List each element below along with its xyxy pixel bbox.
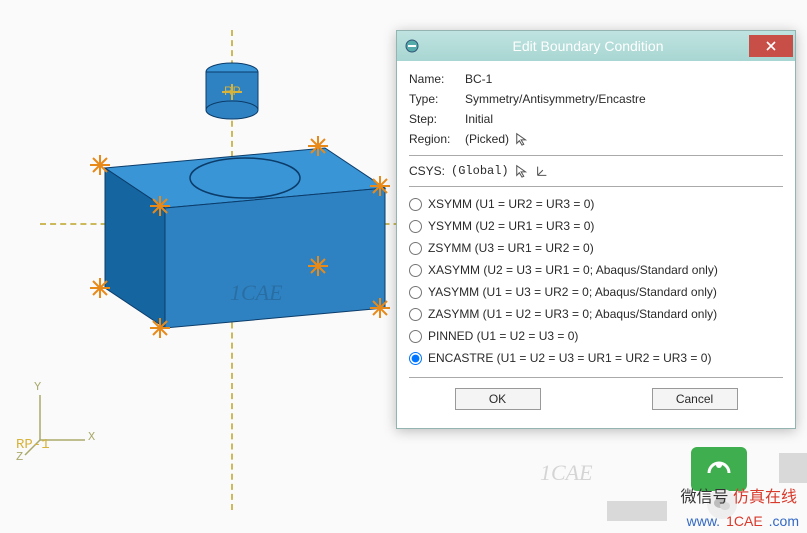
bc-option-radio[interactable]: [409, 242, 422, 255]
dialog-titlebar[interactable]: Edit Boundary Condition: [397, 31, 795, 61]
datum-csys-icon[interactable]: [535, 164, 549, 178]
close-button[interactable]: [749, 35, 793, 57]
bc-option[interactable]: ZASYMM (U1 = U2 = UR3 = 0; Abaqus/Standa…: [409, 303, 783, 325]
bc-option-label: YASYMM (U1 = U3 = UR2 = 0; Abaqus/Standa…: [428, 285, 717, 299]
bc-option-radio[interactable]: [409, 198, 422, 211]
bc-option-label: ENCASTRE (U1 = U2 = U3 = UR1 = UR2 = UR3…: [428, 351, 711, 365]
rp-origin-label: RP-1: [16, 437, 50, 453]
bc-option-radio[interactable]: [409, 330, 422, 343]
bc-option-label: XSYMM (U1 = UR2 = UR3 = 0): [428, 197, 594, 211]
type-label: Type:: [409, 92, 465, 106]
ok-button[interactable]: OK: [455, 388, 541, 410]
cancel-button[interactable]: Cancel: [652, 388, 738, 410]
bc-option[interactable]: PINNED (U1 = U2 = U3 = 0): [409, 325, 783, 347]
type-value: Symmetry/Antisymmetry/Encastre: [465, 92, 783, 106]
bc-option[interactable]: YASYMM (U1 = U3 = UR2 = 0; Abaqus/Standa…: [409, 281, 783, 303]
bc-option[interactable]: YSYMM (U2 = UR1 = UR3 = 0): [409, 215, 783, 237]
watermark: 1CAE: [540, 460, 593, 486]
bc-option-radio[interactable]: [409, 308, 422, 321]
app-icon: [397, 38, 427, 54]
bc-option-radio[interactable]: [409, 286, 422, 299]
step-label: Step:: [409, 112, 465, 126]
bc-options-group: XSYMM (U1 = UR2 = UR3 = 0) YSYMM (U2 = UR…: [409, 186, 783, 369]
rp-label: RP: [224, 84, 241, 98]
csys-value: (Global): [451, 164, 509, 178]
bc-option-radio[interactable]: [409, 352, 422, 365]
bc-option-label: XASYMM (U2 = U3 = UR1 = 0; Abaqus/Standa…: [428, 263, 718, 277]
watermark: 1CAE: [230, 280, 283, 306]
bc-option-label: ZASYMM (U1 = U2 = UR3 = 0; Abaqus/Standa…: [428, 307, 717, 321]
bc-option-radio[interactable]: [409, 220, 422, 233]
csys-label: CSYS:: [409, 164, 445, 178]
bc-option-label: ZSYMM (U3 = UR1 = UR2 = 0): [428, 241, 594, 255]
bc-option[interactable]: XSYMM (U1 = UR2 = UR3 = 0): [409, 193, 783, 215]
bc-option[interactable]: ZSYMM (U3 = UR1 = UR2 = 0): [409, 237, 783, 259]
name-label: Name:: [409, 72, 465, 86]
step-value: Initial: [465, 112, 783, 126]
region-label: Region:: [409, 132, 465, 146]
pick-csys-icon[interactable]: [515, 164, 529, 178]
bc-option-label: PINNED (U1 = U2 = U3 = 0): [428, 329, 578, 343]
dialog-title: Edit Boundary Condition: [427, 38, 749, 54]
bc-option-radio[interactable]: [409, 264, 422, 277]
pixelation: [607, 501, 667, 521]
edit-bc-dialog: Edit Boundary Condition Name: BC-1 Type:…: [396, 30, 796, 429]
bc-option[interactable]: ENCASTRE (U1 = U2 = U3 = UR1 = UR2 = UR3…: [409, 347, 783, 369]
name-value: BC-1: [465, 72, 783, 86]
region-value[interactable]: (Picked): [465, 132, 509, 146]
cursor-icon: [515, 132, 529, 146]
chinese-caption: 微信号 仿真在线: [681, 483, 797, 507]
pixelation: [779, 453, 807, 483]
bc-option-label: YSYMM (U2 = UR1 = UR3 = 0): [428, 219, 594, 233]
website-footer: www.1CAE.com: [687, 513, 799, 529]
bc-option[interactable]: XASYMM (U2 = U3 = UR1 = 0; Abaqus/Standa…: [409, 259, 783, 281]
